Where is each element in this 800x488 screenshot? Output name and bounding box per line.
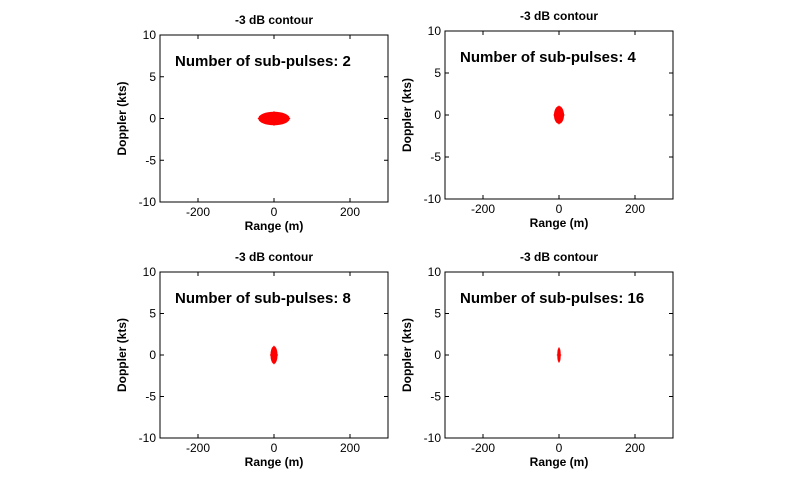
y-tick-label: 5 xyxy=(434,307,441,321)
sub-pulses-annotation: Number of sub-pulses: 2 xyxy=(175,53,351,70)
x-axis-label: Range (m) xyxy=(530,455,589,469)
y-tick-label: -5 xyxy=(430,150,441,164)
y-tick-label: 0 xyxy=(434,108,441,122)
x-tick-label: 0 xyxy=(556,441,563,455)
y-tick-label: -10 xyxy=(139,431,157,445)
x-tick-label: -200 xyxy=(471,441,495,455)
chart-title: -3 dB contour xyxy=(235,250,313,264)
x-axis-label: Range (m) xyxy=(245,219,304,233)
y-tick-label: -10 xyxy=(139,195,157,209)
x-tick-label: -200 xyxy=(471,202,495,216)
y-tick-label: 5 xyxy=(149,307,156,321)
y-tick-label: -5 xyxy=(430,390,441,404)
x-tick-label: -200 xyxy=(186,441,210,455)
x-tick-label: -200 xyxy=(186,205,210,219)
x-tick-label: 200 xyxy=(625,202,645,216)
sub-pulses-annotation: Number of sub-pulses: 16 xyxy=(460,290,644,307)
y-tick-label: -5 xyxy=(145,390,156,404)
contour-3db-edge xyxy=(257,111,291,126)
chart-panel-4: -200 0 200 10 5 0 -5 -10 -3 dB contour Range (m) D… xyxy=(400,250,674,469)
x-tick-label: 200 xyxy=(340,205,360,219)
sub-pulses-annotation: Number of sub-pulses: 8 xyxy=(175,290,351,307)
y-axis-label: Doppler (kts) xyxy=(115,318,129,392)
y-axis-label: Doppler (kts) xyxy=(400,318,414,392)
x-tick-label: 200 xyxy=(340,441,360,455)
y-tick-label: 10 xyxy=(143,265,157,279)
chart-panel-1: -200 0 200 10 5 0 -5 -10 -3 dB contour Range (m) D… xyxy=(115,13,389,233)
x-tick-label: 200 xyxy=(625,441,645,455)
x-axis-label: Range (m) xyxy=(530,216,589,230)
contour-3db-edge xyxy=(556,347,562,363)
contour-3db-edge xyxy=(553,105,565,125)
y-tick-label: 10 xyxy=(428,24,442,38)
y-tick-label: 0 xyxy=(149,348,156,362)
y-tick-label: 10 xyxy=(428,265,442,279)
x-tick-label: 0 xyxy=(556,202,563,216)
y-axis-label: Doppler (kts) xyxy=(115,81,129,155)
y-tick-label: -10 xyxy=(424,431,442,445)
y-tick-label: 10 xyxy=(143,28,157,42)
contour-3db-edge xyxy=(269,345,279,365)
x-tick-label: 0 xyxy=(271,205,278,219)
chart-title: -3 dB contour xyxy=(520,9,598,23)
chart-title: -3 dB contour xyxy=(520,250,598,264)
y-tick-label: 5 xyxy=(434,66,441,80)
chart-title: -3 dB contour xyxy=(235,13,313,27)
y-tick-label: 0 xyxy=(434,348,441,362)
x-axis-label: Range (m) xyxy=(245,455,304,469)
y-axis-label: Doppler (kts) xyxy=(400,78,414,152)
x-tick-label: 0 xyxy=(271,441,278,455)
chart-panel-2: -200 0 200 10 5 0 -5 -10 -3 dB contour Range (m) D… xyxy=(400,9,674,230)
sub-pulses-annotation: Number of sub-pulses: 4 xyxy=(460,49,637,66)
y-tick-label: 0 xyxy=(149,112,156,126)
chart-panel-3: -200 0 200 10 5 0 -5 -10 -3 dB contour Range (m) D… xyxy=(115,250,389,469)
y-tick-label: 5 xyxy=(149,70,156,84)
y-tick-label: -10 xyxy=(424,192,442,206)
y-tick-label: -5 xyxy=(145,153,156,167)
